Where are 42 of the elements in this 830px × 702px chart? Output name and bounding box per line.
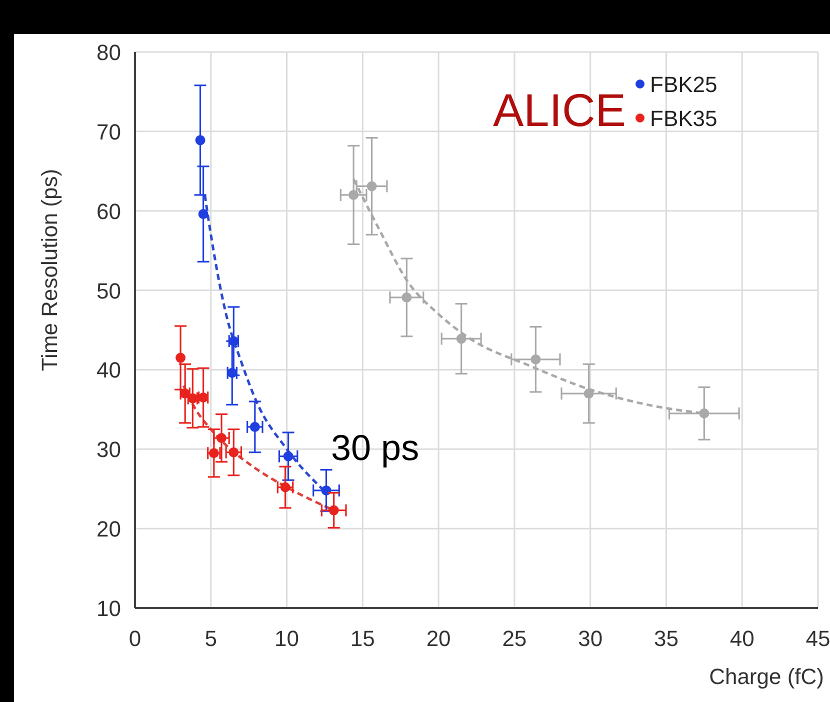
point — [280, 482, 290, 492]
annotation: 30 ps — [331, 427, 420, 468]
point — [176, 352, 186, 363]
x-tick-label: 20 — [426, 626, 451, 651]
legend-label: FBK25 — [650, 72, 718, 97]
y-tick-label: 60 — [96, 198, 121, 224]
legend-label: FBK35 — [650, 106, 718, 131]
x-tick-label: 45 — [806, 626, 830, 651]
point — [216, 433, 227, 444]
x-tick-label: 40 — [730, 626, 754, 651]
point — [321, 485, 332, 496]
y-tick-label: 30 — [96, 437, 121, 462]
point — [283, 451, 294, 462]
point — [250, 422, 260, 432]
y-tick-label: 50 — [96, 278, 121, 304]
x-tick-label: 25 — [502, 626, 527, 651]
point — [584, 388, 594, 399]
x-tick-label: 0 — [128, 626, 142, 651]
point — [328, 505, 339, 516]
y-axis-title: Time Resolution (ps) — [37, 168, 62, 372]
x-tick-label: 5 — [204, 626, 218, 651]
point — [366, 181, 377, 192]
point — [348, 190, 359, 200]
point — [402, 292, 412, 302]
point — [198, 209, 208, 220]
point — [456, 334, 466, 344]
y-tick-label: 80 — [96, 40, 121, 65]
y-tick-label: 10 — [96, 596, 121, 621]
annotation: ALICE — [493, 84, 626, 136]
x-tick-label: 10 — [274, 626, 300, 651]
y-tick-label: 20 — [96, 516, 121, 542]
point — [228, 447, 239, 458]
point — [198, 392, 208, 403]
point — [195, 135, 206, 146]
x-tick-label: 30 — [578, 626, 603, 651]
x-tick-label: 15 — [350, 626, 375, 651]
x-tick-label: 35 — [654, 626, 678, 651]
point — [699, 408, 710, 418]
y-tick-label: 70 — [96, 119, 121, 144]
x-axis-title: Charge (fC) — [709, 664, 824, 689]
point — [530, 354, 541, 364]
y-tick-label: 40 — [96, 358, 121, 383]
